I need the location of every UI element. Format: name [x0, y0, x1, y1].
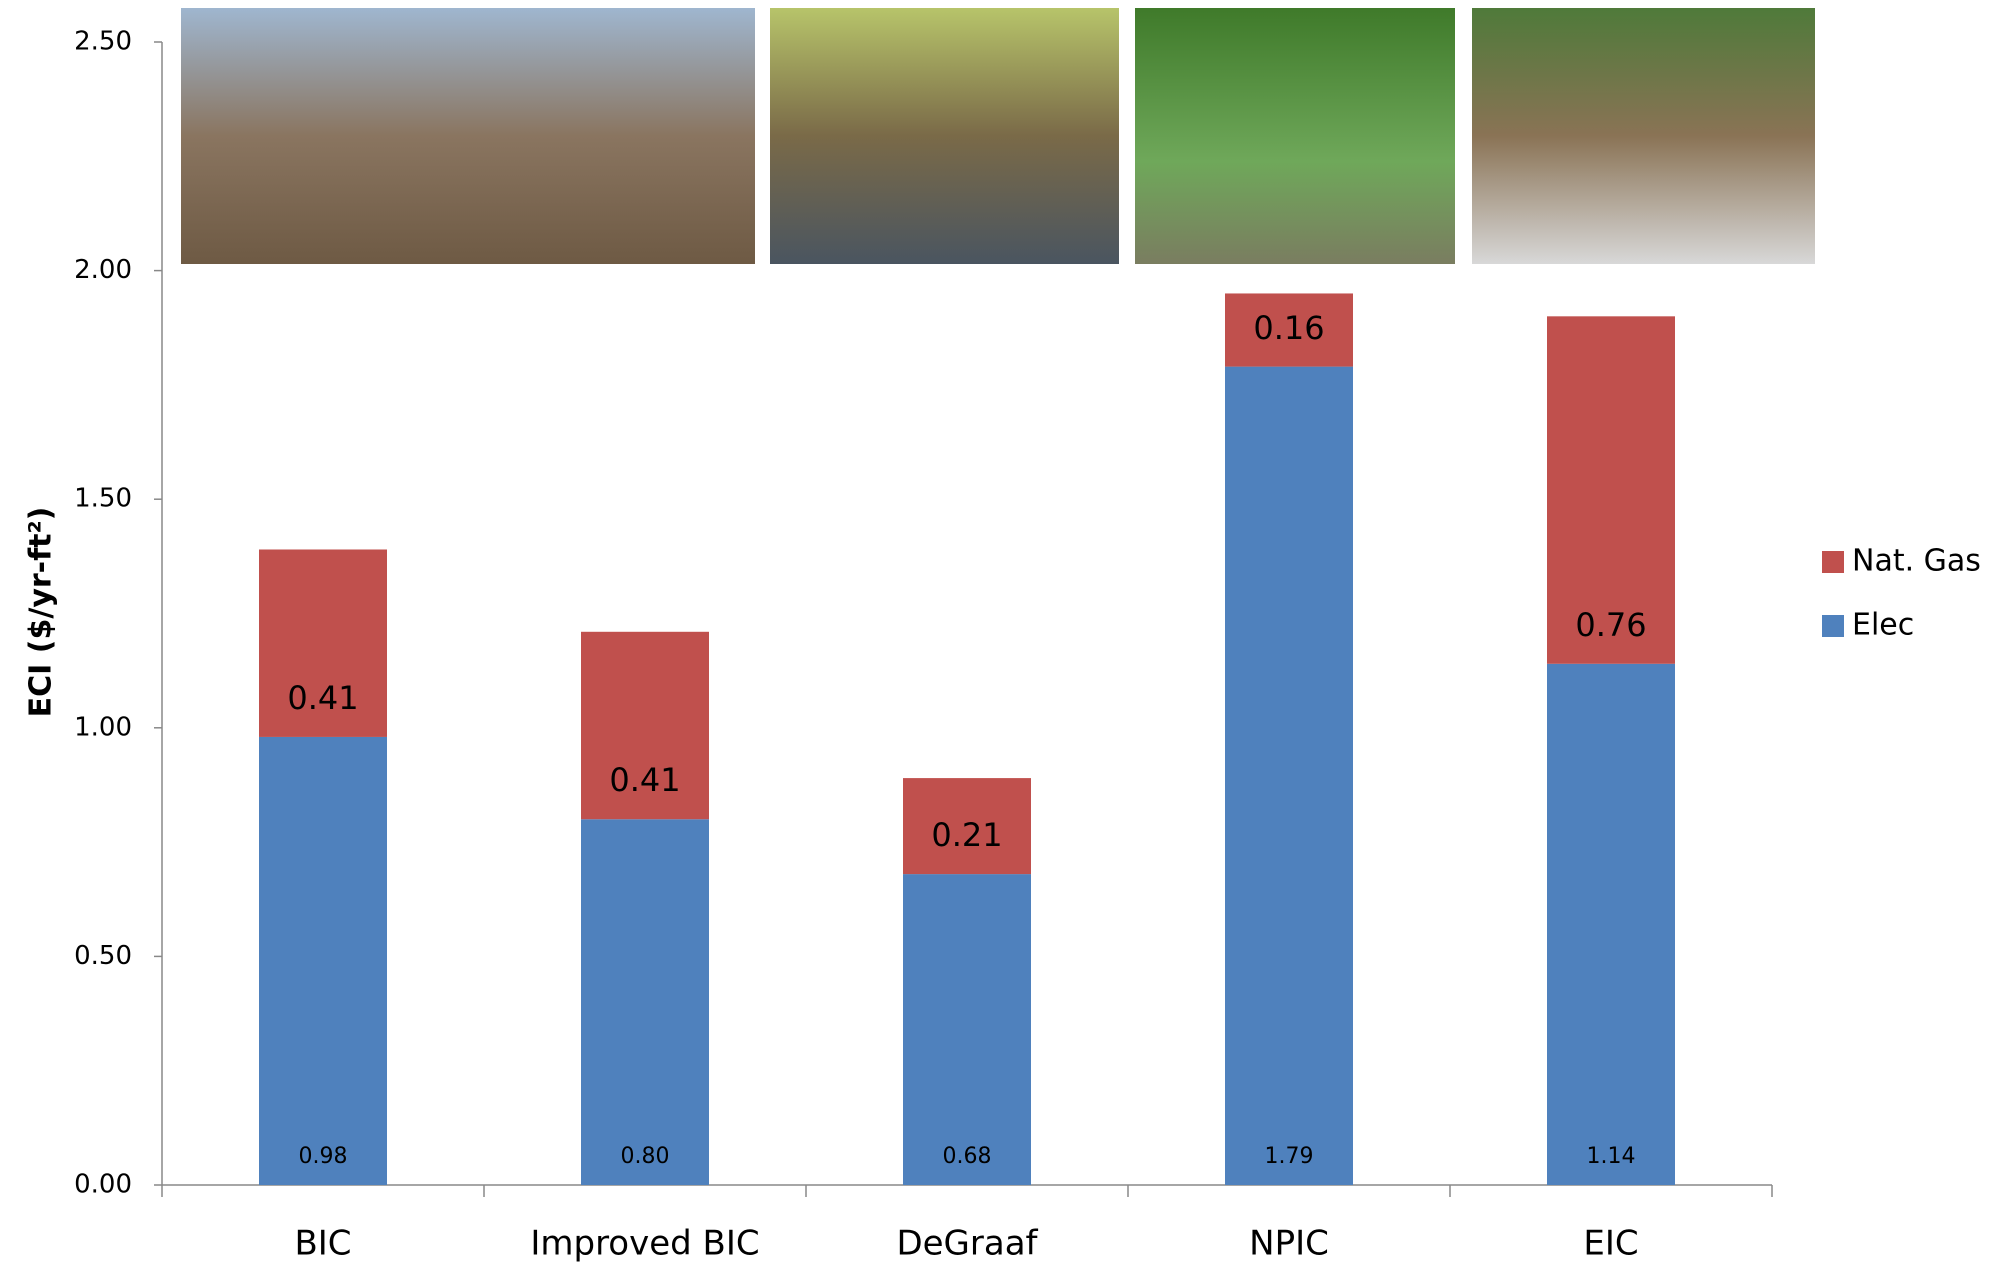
legend-swatch — [1822, 615, 1844, 637]
bar-segment — [581, 819, 709, 1185]
bar-segment — [1225, 366, 1353, 1185]
bar-segment — [903, 874, 1031, 1185]
value-label: 0.41 — [287, 679, 358, 717]
y-tick-label: 0.50 — [74, 941, 132, 971]
photo — [1472, 8, 1815, 264]
bar-segment — [581, 631, 709, 820]
value-label: 0.68 — [943, 1144, 992, 1169]
value-label: 0.16 — [1253, 309, 1324, 347]
photo — [770, 8, 1119, 264]
x-tick-label: Improved BIC — [530, 1224, 759, 1264]
value-label: 0.41 — [609, 761, 680, 799]
value-label: 1.79 — [1265, 1144, 1314, 1169]
x-tick-label: DeGraaf — [896, 1224, 1038, 1264]
x-tick-label: BIC — [294, 1224, 351, 1264]
bar-segment — [259, 736, 387, 1185]
legend-label: Nat. Gas — [1852, 544, 1981, 579]
bar-segment — [259, 549, 387, 737]
x-tick-label: NPIC — [1249, 1224, 1329, 1264]
bar-segment — [903, 778, 1031, 875]
y-tick-label: 1.50 — [74, 484, 132, 514]
y-tick-label: 1.00 — [74, 712, 132, 742]
x-tick-label: EIC — [1583, 1224, 1638, 1264]
legend-label: Elec — [1852, 608, 1914, 643]
photo — [181, 8, 755, 264]
value-label: 0.21 — [931, 816, 1002, 854]
y-axis-title: ECI ($/yr-ft²) — [24, 507, 59, 718]
value-label: 0.80 — [621, 1144, 670, 1169]
y-tick-label: 0.00 — [74, 1170, 132, 1200]
bar-segment — [1225, 293, 1353, 367]
y-tick-label: 2.50 — [74, 27, 132, 57]
photo — [1135, 8, 1455, 264]
y-tick-label: 2.00 — [74, 255, 132, 285]
value-label: 0.98 — [299, 1144, 348, 1169]
legend-swatch — [1822, 551, 1844, 573]
bar-segment — [1547, 316, 1675, 664]
bar-segment — [1547, 663, 1675, 1185]
value-label: 0.76 — [1575, 606, 1646, 644]
value-label: 1.14 — [1587, 1144, 1636, 1169]
